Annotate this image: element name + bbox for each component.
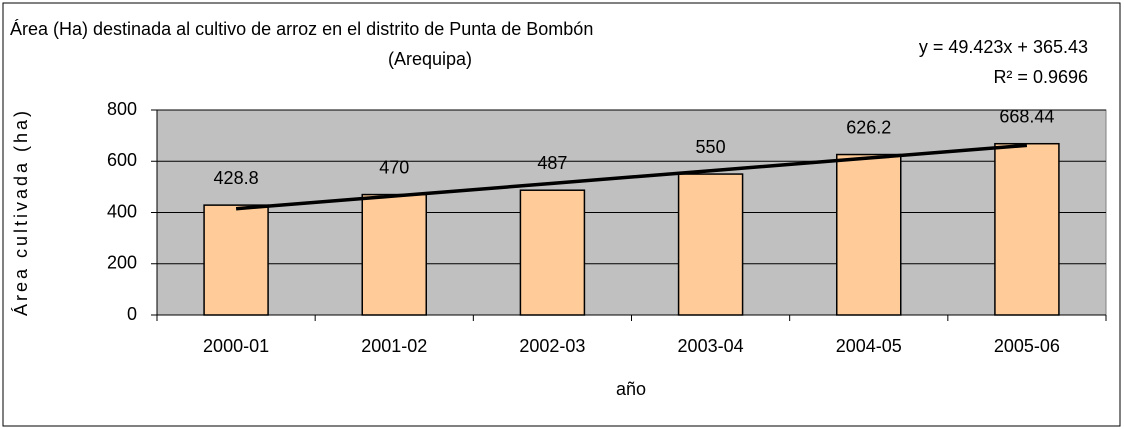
value-label: 470	[379, 157, 409, 177]
chart-title: Área (Ha) destinada al cultivo de arroz …	[10, 19, 593, 39]
bar	[994, 142, 1060, 316]
y-axis-label: Área cultivada (ha)	[11, 108, 31, 316]
x-tick-label: 2005-06	[994, 336, 1060, 356]
bar	[519, 189, 586, 316]
chart-subtitle: (Arequipa)	[388, 49, 472, 69]
x-tick-label: 2001-02	[361, 336, 427, 356]
bar	[203, 204, 269, 316]
y-tick-label: 600	[107, 150, 137, 170]
y-tick-label: 0	[127, 304, 137, 324]
y-tick-label: 200	[107, 253, 137, 273]
value-label: 626.2	[846, 117, 891, 137]
trend-equation: y = 49.423x + 365.43	[919, 37, 1088, 57]
x-tick-label: 2000-01	[203, 336, 269, 356]
x-tick-label: 2002-03	[519, 336, 585, 356]
x-tick-label: 2003-04	[678, 336, 744, 356]
x-axis-label: año	[616, 379, 646, 399]
trendline	[235, 143, 1028, 211]
y-tick-label: 400	[107, 201, 137, 221]
bar	[361, 193, 427, 316]
value-label: 550	[696, 137, 726, 157]
bar	[677, 173, 744, 316]
value-label: 668.44	[999, 106, 1054, 126]
bar	[836, 153, 902, 316]
x-tick-label: 2004-05	[836, 336, 902, 356]
value-label: 487	[537, 153, 567, 173]
trend-r2: R² = 0.9696	[993, 67, 1088, 87]
value-label: 428.8	[214, 168, 259, 188]
y-tick-label: 800	[107, 99, 137, 119]
